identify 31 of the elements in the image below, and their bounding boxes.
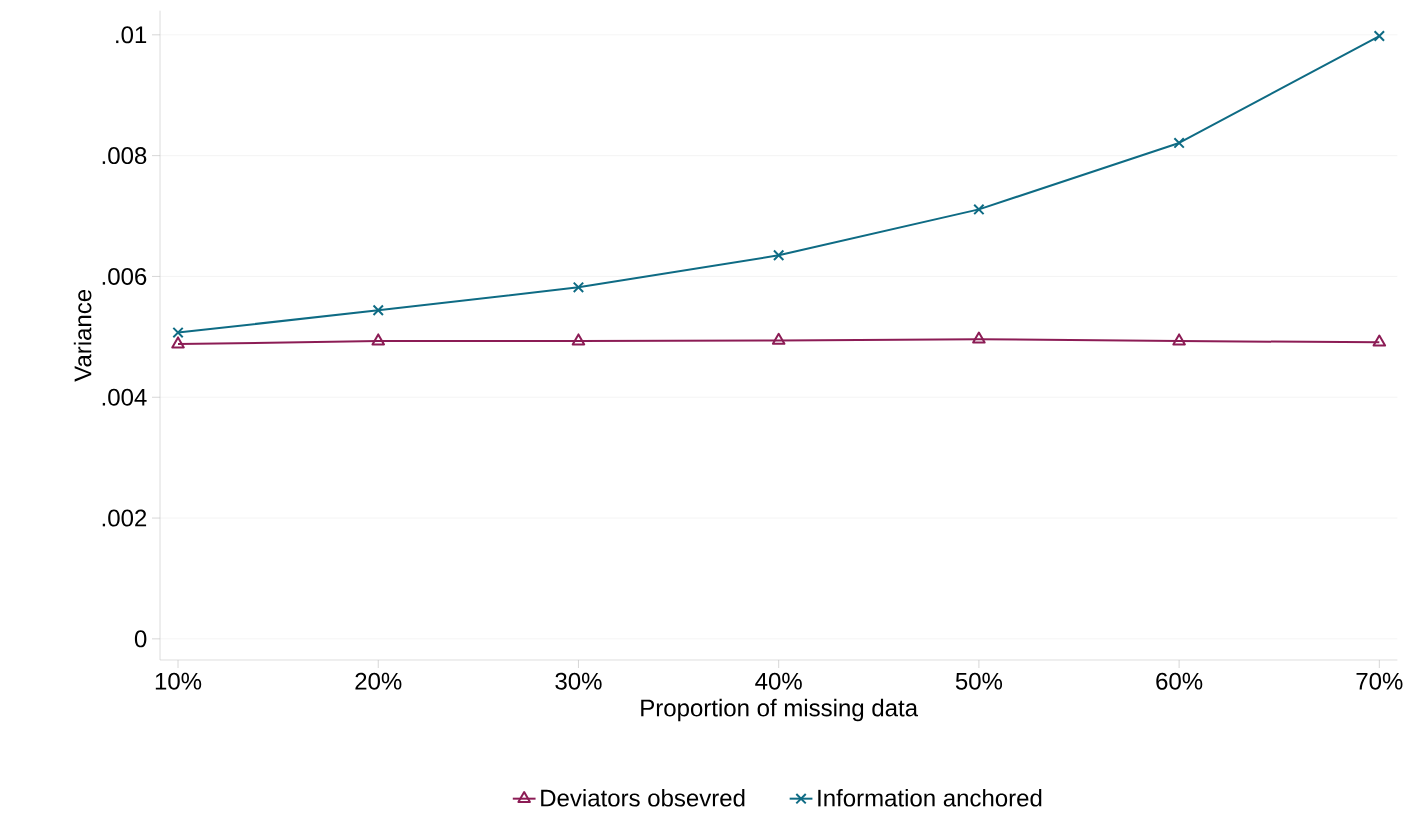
x-tick-label: 20% <box>355 672 402 690</box>
y-tick-label: 0 <box>134 630 147 648</box>
point <box>1172 333 1186 346</box>
point <box>371 333 386 346</box>
x-tick-label: 50% <box>955 672 1003 690</box>
x-tick-label: 30% <box>555 672 602 690</box>
point <box>1372 334 1387 347</box>
point <box>171 336 185 349</box>
point <box>972 331 986 344</box>
point <box>772 249 785 262</box>
legend-label: Information anchored <box>818 788 1042 807</box>
y-axis-title: Variance <box>73 289 92 382</box>
point <box>1373 30 1386 42</box>
y-tick-label: .006 <box>102 267 147 285</box>
x-tick-label: 10% <box>155 672 202 690</box>
x-tick-label: 60% <box>1156 672 1203 690</box>
y-tick-label: .008 <box>102 147 147 165</box>
y-tick-label: .002 <box>102 509 147 527</box>
point <box>372 304 384 316</box>
legend-label: Deviators obsevred <box>541 788 745 807</box>
point <box>172 326 184 339</box>
point <box>1173 137 1185 149</box>
point <box>572 281 585 294</box>
x-tick-label: 70% <box>1356 672 1403 690</box>
x-axis-title: Proportion of missing data <box>641 698 919 722</box>
x-tick-label: 40% <box>755 672 802 690</box>
y-tick-label: .004 <box>102 388 147 406</box>
y-tick-label: .01 <box>116 26 147 44</box>
point <box>973 203 985 216</box>
point <box>771 332 786 345</box>
point <box>571 333 586 346</box>
